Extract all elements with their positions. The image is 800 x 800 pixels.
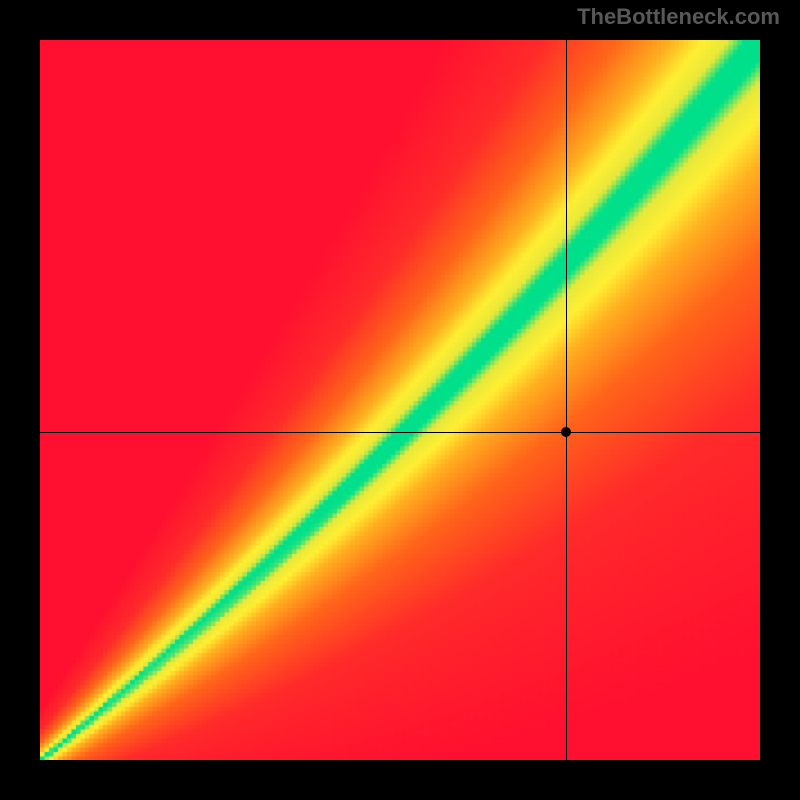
heatmap-canvas (40, 40, 760, 760)
heatmap-plot (40, 40, 760, 760)
crosshair-horizontal (40, 432, 760, 433)
crosshair-vertical (566, 40, 567, 760)
watermark-text: TheBottleneck.com (577, 4, 780, 30)
chart-container: TheBottleneck.com (0, 0, 800, 800)
crosshair-marker (561, 427, 571, 437)
